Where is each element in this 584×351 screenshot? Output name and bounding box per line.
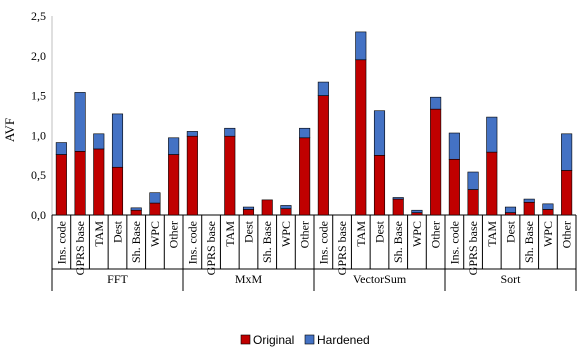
bar-hardened [149,192,161,204]
y-tick-label: 2,0 [31,49,46,63]
bar-hardened [355,31,367,61]
bar-hardened [224,127,236,137]
bar-original [523,201,535,216]
bar-hardened [542,203,554,210]
bar-hardened [93,133,105,150]
bar-original [242,209,255,216]
x-tick-label: Ins. code [54,221,68,264]
x-tick-label: Sh. Base [522,221,536,263]
bar-original [561,170,573,216]
bar-original [168,154,180,216]
x-tick-label: Sh. Base [260,221,274,263]
bar-original [261,199,273,216]
y-axis-label: AVF [2,118,17,142]
bar-original [411,212,423,216]
bar-hardened [299,127,311,139]
bar-original [467,189,479,216]
x-tick-label: Other [429,221,443,248]
legend-swatch-original [240,334,251,345]
bar-hardened [486,116,498,153]
bar-original [392,198,404,216]
bar-hardened [561,133,573,171]
bar-hardened [168,137,180,155]
group-label: FFT [107,272,128,286]
bar-original [55,154,67,216]
x-tick-label: Ins. code [185,221,199,264]
bar-original [186,135,198,216]
y-tick-label: 1,0 [31,128,46,142]
bar-hardened [111,113,124,168]
x-tick-label: Ins. code [316,221,330,264]
bar-hardened [317,81,329,96]
legend-label-hardened: Hardened [317,333,370,347]
x-tick-label: GPRS base [466,221,480,275]
bar-original [486,151,498,216]
bar-hardened [523,198,535,203]
x-tick-label: GPRS base [204,221,218,275]
bar-original [93,148,105,216]
x-tick-label: WPC [148,221,162,247]
bar-original [317,95,329,216]
bar-hardened [430,96,442,110]
bar-hardened [392,197,404,200]
x-tick-label: Sh. Base [391,221,405,263]
x-tick-label: Other [560,221,574,248]
bar-original [448,158,460,216]
x-tick-label: Other [298,221,312,248]
x-tick-label: Ins. code [447,221,461,264]
x-tick-label: GPRS base [335,221,349,275]
x-tick-label: WPC [410,221,424,247]
bar-original [504,212,517,216]
bar-original [74,151,86,216]
y-tick-label: 0,5 [31,168,46,182]
y-tick-label: 0,0 [31,208,46,222]
x-tick-label: WPC [541,221,555,247]
bar-hardened [130,207,142,211]
legend: Original Hardened [240,333,370,347]
x-tick-label: GPRS base [73,221,87,275]
bar-hardened [74,92,86,152]
x-tick-label: WPC [279,221,293,247]
bar-original [299,137,311,216]
bar-hardened [467,171,479,190]
bar-original [280,208,292,216]
bar-hardened [448,132,460,160]
bar-original [130,209,142,216]
bar-hardened [242,206,255,210]
bar-hardened [504,206,517,213]
x-tick-label: Dest [373,220,387,243]
group-label: Sort [500,272,521,286]
x-tick-label: Dest [504,220,518,243]
x-tick-label: TAM [223,221,237,247]
bar-hardened [411,209,423,213]
bar-original [224,135,236,216]
y-tick-label: 1,5 [31,89,46,103]
bar-original [149,202,161,216]
legend-label-original: Original [253,333,294,347]
bar-original [542,209,554,216]
x-tick-label: TAM [485,221,499,247]
bar-hardened [373,110,386,156]
x-tick-label: Dest [111,220,125,243]
x-tick-label: Sh. Base [129,221,143,263]
bar-hardened [186,131,198,137]
bar-original [430,108,442,216]
bar-original [373,155,386,216]
bar-original [355,59,367,216]
bar-hardened [280,205,292,209]
bar-hardened [55,142,67,155]
x-tick-label: TAM [92,221,106,247]
legend-swatch-hardened [304,334,315,345]
y-tick-label: 2,5 [31,9,46,23]
plot-area: 0,0 0,5 1,0 1,5 2,0 2,5 Ins. code GPRS base TAM D… [31,9,577,291]
x-tick-label: TAM [354,221,368,247]
x-tick-label: Dest [242,220,256,243]
group-label: VectorSum [353,272,407,286]
group-label: MxM [235,272,263,286]
bar-original [111,166,124,216]
x-tick-label: Other [167,221,181,248]
